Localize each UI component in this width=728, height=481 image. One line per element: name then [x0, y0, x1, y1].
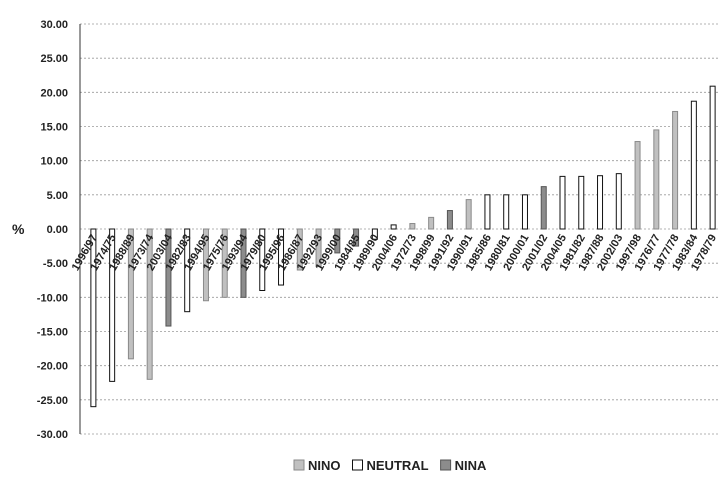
bar-2003-04	[165, 228, 172, 327]
legend: NINO NEUTRAL NINA	[293, 458, 487, 473]
bar-2004-05	[559, 175, 566, 230]
bar-1976-77	[653, 129, 660, 230]
bar-1982-83	[184, 228, 191, 313]
bar-2004-06	[390, 224, 397, 230]
bar-1972-73	[409, 223, 416, 230]
bar-1987-88	[597, 175, 604, 230]
bar-1992-93	[315, 228, 322, 268]
y-tick-label: -30.00	[37, 429, 68, 441]
grid-layer	[80, 23, 718, 435]
bar-1983-84	[690, 100, 697, 230]
bar-1973-74	[146, 228, 153, 380]
legend-swatch-nina	[440, 459, 452, 471]
legend-label-nina: NINA	[455, 458, 487, 473]
bar-1997-98	[634, 141, 641, 230]
bar-1989-90	[371, 228, 378, 240]
y-tick-label: -5.00	[43, 258, 68, 270]
y-tick-label: 5.00	[47, 190, 68, 202]
bar-1985-86	[484, 194, 491, 230]
bars	[90, 85, 716, 408]
y-tick-label: 30.00	[40, 19, 68, 31]
bar-1986-87	[296, 228, 303, 271]
bar-2002-03	[615, 173, 622, 230]
bar-1999-00	[334, 228, 341, 254]
bar-1994-95	[202, 228, 209, 302]
y-tick-label: -25.00	[37, 395, 68, 407]
y-tick-label: -10.00	[37, 292, 68, 304]
legend-swatch-neutral	[352, 459, 363, 471]
bar-1995-96	[278, 228, 285, 286]
bar-1975-76	[221, 228, 228, 298]
y-tick-label: -20.00	[37, 361, 68, 373]
bar-1978-79	[709, 85, 716, 230]
bar-1974-75	[109, 228, 116, 382]
y-tick-label: 0.00	[47, 224, 68, 236]
bar-1980-81	[503, 194, 510, 230]
y-tick-label: 15.00	[40, 122, 68, 134]
bar-2001-02	[540, 186, 547, 230]
legend-swatch-nino	[293, 459, 305, 471]
bar-1991-92	[446, 210, 453, 230]
bar-1981-82	[578, 175, 585, 230]
legend-label-nino: NINO	[308, 458, 341, 473]
y-tick-label: 10.00	[40, 156, 68, 168]
y-tick-label: 20.00	[40, 87, 68, 99]
bar-2000-01	[521, 194, 528, 230]
y-tick-label: 25.00	[40, 53, 68, 65]
bar-1990-91	[465, 199, 472, 230]
legend-label-neutral: NEUTRAL	[367, 458, 429, 473]
bar-1996-97	[90, 228, 97, 408]
bar-1998-99	[428, 216, 435, 230]
y-tick-label: -15.00	[37, 327, 68, 339]
bar-1984-85	[353, 228, 360, 247]
bar-1979-80	[259, 228, 266, 291]
y-axis-ticks: -30.00 -25.00 -20.00 -15.00 -10.00 -5.00 0.00 5…	[37, 19, 68, 441]
bar-1993-94	[240, 228, 247, 298]
bar-1977-78	[672, 110, 679, 230]
y-axis-label: %	[12, 221, 25, 237]
bar-1988-89	[127, 228, 134, 360]
